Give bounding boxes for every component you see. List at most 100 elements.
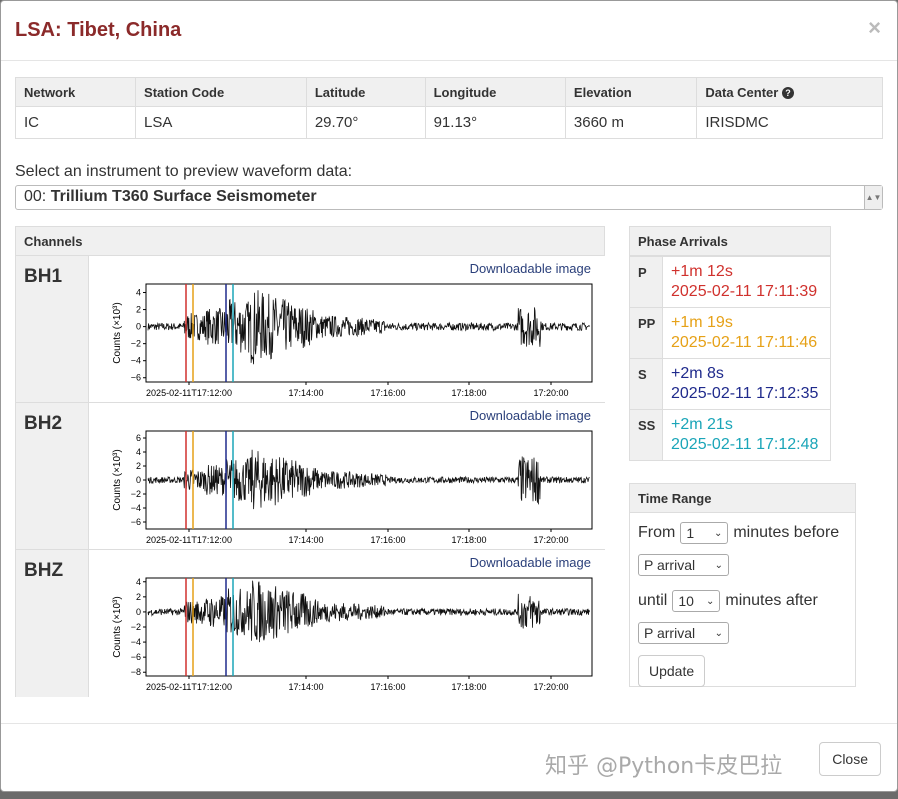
- plot-area: 4 2 0 −2 −4 −6 Counts (×10³) 2025-02-11T17:12:0…: [112, 283, 593, 398]
- modal-footer: Close: [1, 723, 897, 793]
- phase-offset: +2m 8s: [671, 365, 724, 382]
- phase-time: 2025-02-11 17:12:48: [671, 436, 819, 453]
- phase-value: +2m 8s 2025-02-11 17:12:35: [663, 359, 826, 409]
- y-tick-label: −6: [131, 517, 141, 527]
- phase-time: 2025-02-11 17:11:46: [671, 334, 818, 351]
- longitude-value: 91.13°: [424, 106, 566, 139]
- x-tick-label: 17:20:00: [533, 388, 568, 398]
- x-tick-label: 17:14:00: [288, 388, 323, 398]
- x-tick-label: 2025-02-11T17:12:00: [146, 535, 232, 545]
- col-network: Network: [14, 77, 137, 107]
- close-icon[interactable]: ×: [868, 15, 881, 40]
- phase-value: +1m 12s 2025-02-11 17:11:39: [663, 257, 825, 307]
- after-ref-select[interactable]: P arrival ⌄: [638, 622, 729, 644]
- y-tick-label: 0: [136, 607, 141, 617]
- until-line: until 10 ⌄ minutes after: [638, 587, 847, 615]
- col-longitude: Longitude: [424, 77, 566, 107]
- download-image-link[interactable]: Downloadable image: [469, 261, 591, 276]
- dropdown-arrow-icon[interactable]: ▲▼: [864, 186, 882, 209]
- y-axis-label: Counts (×10³): [112, 596, 123, 657]
- minutes-before-label: minutes before: [733, 524, 840, 541]
- phase-value: +1m 19s 2025-02-11 17:11:46: [663, 308, 825, 358]
- y-tick-label: 0: [136, 475, 141, 485]
- phase-offset: +1m 19s: [671, 314, 733, 331]
- y-tick-label: −2: [131, 339, 141, 349]
- waveform-svg: 4 2 0 −2 −4 −6 Counts (×10³) 2025-02-11T17:12:0…: [112, 283, 593, 398]
- phase-offset: +1m 12s: [671, 263, 733, 280]
- instrument-select[interactable]: 00: Trillium T360 Surface Seismometer ▲▼: [15, 185, 883, 210]
- col-data-center: Data Center ?: [696, 77, 883, 107]
- channel-name: BH1: [16, 256, 89, 402]
- chevron-down-icon: ⌄: [714, 627, 723, 639]
- from-line: From 1 ⌄ minutes before: [638, 519, 847, 547]
- help-icon[interactable]: ?: [781, 86, 794, 99]
- y-tick-label: 4: [136, 577, 141, 587]
- modal-header: LSA: Tibet, China ×: [1, 1, 897, 61]
- y-tick-label: 6: [136, 433, 141, 443]
- minutes-before-value: 1: [686, 525, 695, 541]
- y-tick-label: 2: [136, 592, 141, 602]
- phase-row: S +2m 8s 2025-02-11 17:12:35: [630, 358, 830, 409]
- phase-time: 2025-02-11 17:12:35: [671, 385, 819, 402]
- channels-panel: Channels BH1 4 2 0 −2 −4 −6 Counts (×10³) 2025-…: [15, 226, 605, 697]
- col-station-code: Station Code: [135, 77, 307, 107]
- x-tick-label: 17:18:00: [451, 682, 486, 692]
- channel-row: BHZ 4 2 0 −2 −4 −6 −8 Counts (×10³) 2025-02-11T1…: [16, 550, 605, 697]
- channel-row: BH1 4 2 0 −2 −4 −6 Counts (×10³) 2025-02-11T17:…: [16, 256, 605, 403]
- update-button[interactable]: Update: [638, 655, 706, 687]
- time-range-heading: Time Range: [630, 484, 855, 513]
- x-tick-label: 17:18:00: [451, 388, 486, 398]
- after-ref-line: P arrival ⌄: [638, 619, 847, 647]
- download-image-link[interactable]: Downloadable image: [469, 408, 591, 423]
- close-button[interactable]: Close: [819, 742, 881, 776]
- waveform-plot: 4 2 0 −2 −4 −6 Counts (×10³) 2025-02-11T17:12:0…: [89, 256, 605, 402]
- phase-value: +2m 21s 2025-02-11 17:12:48: [663, 410, 826, 460]
- phase-key: S: [630, 359, 663, 409]
- waveform-svg: 4 2 0 −2 −4 −6 −8 Counts (×10³) 2025-02-11T17:12…: [112, 577, 593, 692]
- channel-name: BH2: [16, 403, 89, 549]
- col-elevation: Elevation: [564, 77, 698, 107]
- chevron-down-icon: ⌄: [714, 559, 723, 571]
- minutes-after-label: minutes after: [725, 592, 818, 609]
- y-tick-label: −4: [131, 503, 141, 513]
- y-tick-label: −2: [131, 622, 141, 632]
- x-tick-label: 2025-02-11T17:12:00: [146, 682, 232, 692]
- minutes-after-select[interactable]: 10 ⌄: [672, 590, 721, 612]
- x-tick-label: 17:20:00: [533, 682, 568, 692]
- y-axis-label: Counts (×10³): [112, 302, 123, 363]
- instrument-label: Select an instrument to preview waveform…: [15, 163, 353, 180]
- channel-name: BHZ: [16, 550, 89, 697]
- station-code-value: LSA: [135, 106, 307, 139]
- y-tick-label: 4: [136, 288, 141, 298]
- phase-key: P: [630, 257, 663, 307]
- x-tick-label: 17:16:00: [370, 388, 405, 398]
- from-label: From: [638, 524, 676, 541]
- x-tick-label: 17:14:00: [288, 535, 323, 545]
- y-axis-label: Counts (×10³): [112, 449, 123, 510]
- x-tick-label: 2025-02-11T17:12:00: [146, 388, 232, 398]
- network-value: IC: [14, 106, 137, 139]
- watermark-text: 知乎 @Python卡皮巴拉: [545, 754, 783, 779]
- col-latitude: Latitude: [305, 77, 426, 107]
- chevron-down-icon: ⌄: [705, 595, 715, 607]
- plot-area: 6 4 2 0 −2 −4 −6 Counts (×10³) 2025-02-11T17:12:…: [112, 430, 593, 545]
- y-tick-label: −4: [131, 356, 141, 366]
- waveform-trace: [147, 290, 590, 365]
- y-tick-label: −8: [131, 667, 141, 677]
- waveform-svg: 6 4 2 0 −2 −4 −6 Counts (×10³) 2025-02-11T17:12:…: [112, 430, 593, 545]
- channel-row: BH2 6 4 2 0 −2 −4 −6 Counts (×10³) 2025-02-11T17…: [16, 403, 605, 550]
- x-tick-label: 17:16:00: [370, 682, 405, 692]
- before-ref-line: P arrival ⌄: [638, 551, 847, 579]
- download-image-link[interactable]: Downloadable image: [469, 555, 591, 570]
- minutes-before-select[interactable]: 1 ⌄: [680, 522, 729, 544]
- time-range-panel: Time Range From 1 ⌄ minutes before P arri…: [629, 483, 856, 687]
- before-ref-select[interactable]: P arrival ⌄: [638, 554, 729, 576]
- minutes-after-value: 10: [678, 593, 694, 609]
- station-value-row: IC LSA 29.70° 91.13° 3660 m IRISDMC: [14, 106, 883, 139]
- x-tick-label: 17:16:00: [370, 535, 405, 545]
- chevron-down-icon: ⌄: [713, 527, 723, 539]
- y-tick-label: −6: [131, 652, 141, 662]
- waveform-trace: [147, 580, 590, 643]
- x-tick-label: 17:14:00: [288, 682, 323, 692]
